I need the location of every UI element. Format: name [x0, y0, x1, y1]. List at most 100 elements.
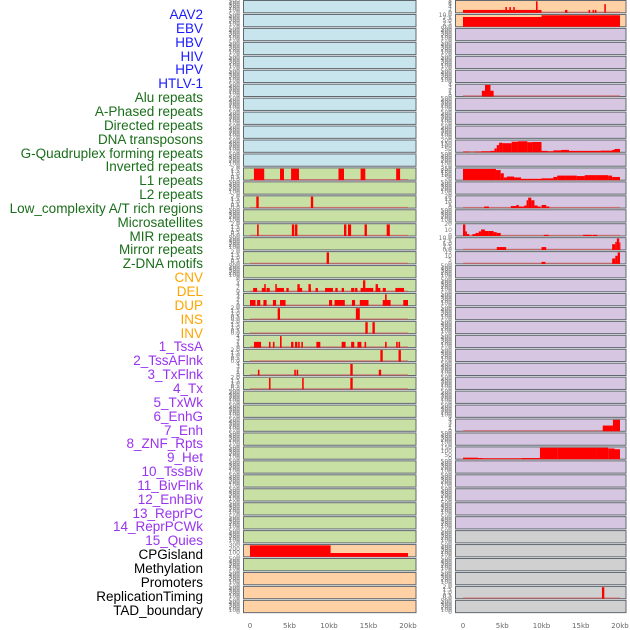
signal-bar	[601, 587, 605, 599]
y-tick-label: 200	[441, 158, 453, 165]
panel-background	[455, 376, 627, 390]
y-tick-label: 200	[229, 507, 241, 514]
y-tick-label: 2	[448, 6, 452, 13]
baseline	[463, 95, 620, 97]
y-tick-label: 500	[441, 472, 453, 479]
y-tick-label: 200	[441, 33, 453, 40]
panel-background	[455, 41, 627, 56]
y-tick-label: 0	[448, 484, 452, 491]
track-label: 1_TssA	[158, 339, 203, 355]
signal-bar	[608, 448, 615, 460]
y-tick-label: 200	[441, 521, 453, 528]
signal-bar	[513, 7, 515, 13]
y-tick-label: 5	[448, 202, 452, 209]
y-tick-label: 100	[441, 481, 453, 488]
signal-bar	[280, 336, 282, 348]
y-tick-label: 100	[441, 35, 453, 42]
y-tick-label: 0	[448, 358, 452, 365]
y-tick-label: 1.0	[230, 325, 240, 332]
signal-bar	[615, 241, 617, 250]
y-tick-label: 100	[229, 412, 241, 419]
y-tick-label: 50	[444, 146, 452, 153]
signal-bar	[557, 447, 597, 460]
y-tick-label: 300	[441, 505, 453, 512]
y-tick-label: 0	[236, 414, 240, 421]
panel-background	[455, 306, 627, 321]
y-tick-label: 2.0	[230, 375, 240, 382]
y-tick-label: 2.5	[442, 20, 452, 27]
y-tick-label: 300	[229, 602, 241, 609]
y-tick-label: 100	[229, 91, 241, 98]
signal-bar	[565, 175, 577, 181]
y-tick-label: 100	[229, 398, 241, 405]
y-tick-label: 100	[229, 509, 241, 516]
y-tick-label: 5.0	[442, 241, 452, 248]
signal-bar	[275, 284, 277, 292]
y-tick-label: 0	[448, 288, 452, 295]
x-tick-label: 5kb	[496, 622, 510, 630]
signal-bar	[506, 176, 515, 181]
signal-bar	[594, 9, 597, 13]
signal-bar	[532, 141, 542, 153]
y-tick-label: 100	[441, 537, 453, 544]
signal-bar	[505, 7, 507, 13]
y-tick-label: 1	[236, 369, 240, 376]
y-tick-label: 10.0	[439, 235, 453, 242]
y-tick-label: 500	[441, 68, 453, 75]
y-tick-label: 400	[441, 182, 453, 189]
y-tick-label: 0	[236, 274, 240, 281]
y-tick-label: 300	[229, 212, 241, 219]
track-label: AAV2	[169, 7, 203, 22]
signal-bar	[344, 224, 347, 236]
signal-bar	[576, 176, 585, 181]
y-tick-label: 100	[441, 565, 453, 572]
track-panel-right-42: 0.00.51.01.52.0	[442, 584, 627, 602]
y-tick-label: 2.0	[230, 221, 240, 228]
panel-background	[455, 251, 627, 265]
y-tick-label: 400	[229, 182, 241, 189]
y-tick-label: 0	[236, 442, 240, 449]
y-tick-label: 100	[229, 272, 241, 279]
panel-background	[243, 83, 417, 97]
y-tick-label: 0	[448, 37, 452, 44]
signal-bar	[478, 231, 482, 236]
signal-bar	[261, 287, 266, 292]
signal-bar	[537, 206, 541, 209]
signal-bar	[385, 294, 387, 306]
y-tick-label: 300	[441, 44, 453, 51]
signal-bar	[463, 457, 478, 460]
y-tick-label: 300	[441, 574, 453, 581]
signal-bar	[362, 280, 366, 292]
y-tick-label: 300	[229, 86, 241, 93]
y-tick-label: 300	[229, 491, 241, 498]
y-tick-label: 300	[441, 268, 453, 275]
y-tick-label: 500	[229, 598, 241, 605]
track-panel-left-27: 0.00.51.01.52.0	[230, 375, 417, 393]
y-tick-label: 0	[448, 219, 452, 226]
y-tick-label: 2	[448, 422, 452, 429]
y-tick-label: 300	[229, 542, 241, 549]
y-tick-label: 100	[441, 579, 453, 586]
y-tick-label: 100	[229, 467, 241, 474]
y-tick-label: 500	[441, 514, 453, 521]
y-tick-label: 0.0	[230, 316, 240, 323]
y-tick-label: 400	[229, 391, 241, 398]
y-tick-label: 300	[441, 309, 453, 316]
y-tick-label: 100	[229, 481, 241, 488]
y-tick-label: 400	[441, 433, 453, 440]
panel-background	[243, 265, 417, 279]
y-tick-label: 0	[448, 302, 452, 309]
y-tick-label: 100	[441, 551, 453, 558]
y-tick-label: 500	[229, 82, 241, 89]
